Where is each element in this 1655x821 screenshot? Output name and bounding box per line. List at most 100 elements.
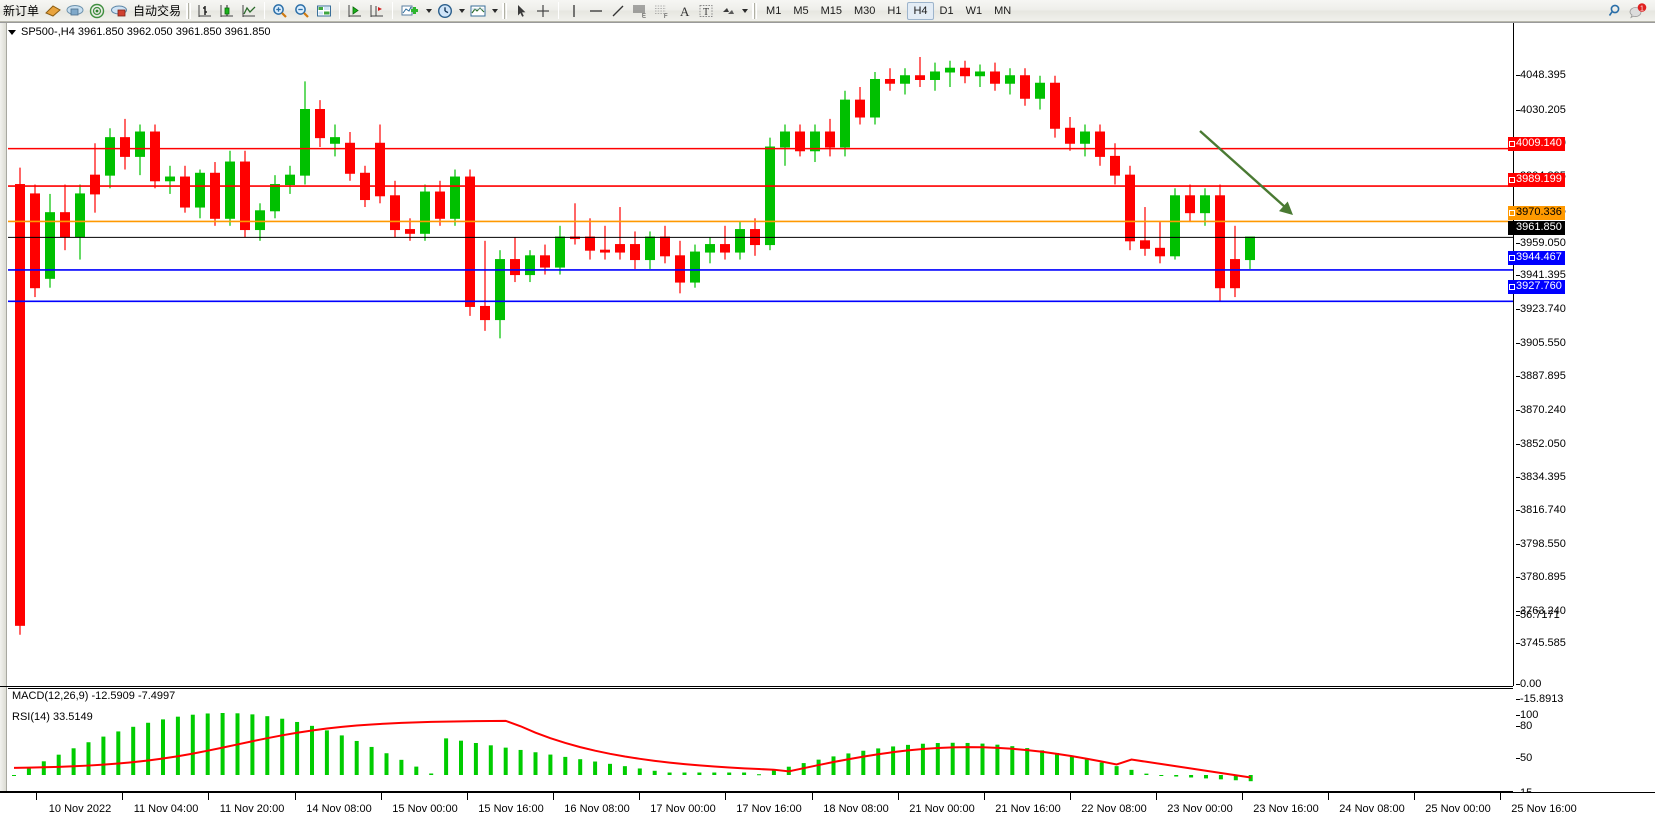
price-level-value: 3970.336: [1516, 206, 1562, 218]
price-tick-label: 3834.395: [1516, 471, 1566, 483]
templates-icon[interactable]: [467, 1, 489, 21]
price-axis[interactable]: 4048.3954030.2054012.5503994.8953976.705…: [1508, 23, 1655, 799]
rsi-tick-label: 50: [1515, 752, 1533, 764]
price-level-tag[interactable]: 3961.850: [1508, 221, 1565, 235]
timeframe-h1[interactable]: H1: [887, 4, 902, 17]
shapes-dropdown-caret[interactable]: [739, 1, 750, 21]
chart-symbol-ohlc: SP500-,H4 3961.850 3962.050 3961.850 396…: [21, 26, 271, 38]
time-axis-label: 17 Nov 00:00: [650, 803, 716, 815]
rsi-label: RSI(14) 33.5149: [12, 711, 93, 723]
timeframe-m1[interactable]: M1: [766, 4, 782, 17]
chart-area[interactable]: SP500-,H4 3961.850 3962.050 3961.850 396…: [0, 22, 1655, 821]
horizontal-line-icon[interactable]: [585, 1, 607, 21]
price-tick-label: 3852.050: [1516, 438, 1566, 450]
shapes-icon[interactable]: [717, 1, 739, 21]
text-label-icon[interactable]: A: [673, 1, 695, 21]
timeframe-h4[interactable]: H4: [907, 1, 934, 20]
channel-icon[interactable]: F: [651, 1, 673, 21]
price-level-tag[interactable]: 4009.140: [1508, 137, 1565, 151]
time-tick: [295, 793, 296, 800]
data-window-icon[interactable]: [313, 1, 335, 21]
auto-scroll-icon[interactable]: [344, 1, 366, 21]
time-axis[interactable]: 10 Nov 2022 11 Nov 04:00 11 Nov 20:00 14 No…: [0, 792, 1655, 821]
candlestick-chart-icon[interactable]: [216, 1, 238, 21]
time-axis-label: 21 Nov 00:00: [909, 803, 975, 815]
notification-icon[interactable]: 1: [1627, 1, 1649, 21]
svg-text:E: E: [642, 13, 646, 19]
time-axis-label: 24 Nov 08:00: [1339, 803, 1405, 815]
timeframe-mn[interactable]: MN: [994, 4, 1012, 17]
price-level-tag[interactable]: 3944.467: [1508, 251, 1565, 265]
time-tick: [1500, 793, 1501, 800]
svg-text:T: T: [703, 7, 709, 18]
new-order-button[interactable]: 新订单: [3, 3, 40, 18]
toolbar-separator: [264, 2, 266, 19]
level-handle-icon[interactable]: [1509, 284, 1515, 290]
macd-tick-label: 56.7171: [1516, 609, 1560, 621]
rsi-tick-label: 100: [1515, 709, 1539, 721]
search-icon[interactable]: [1605, 1, 1627, 21]
toolbar-grip[interactable]: [752, 2, 758, 19]
time-tick: [898, 793, 899, 800]
main-toolbar: 新订单 自动交易: [0, 0, 1655, 22]
templates-dropdown-caret[interactable]: [489, 1, 500, 21]
price-pane[interactable]: [8, 23, 1513, 686]
level-handle-icon[interactable]: [1509, 141, 1515, 147]
time-axis-label: 23 Nov 16:00: [1253, 803, 1319, 815]
trendline-icon[interactable]: [607, 1, 629, 21]
vertical-line-icon[interactable]: [563, 1, 585, 21]
time-axis-label: 10 Nov 2022: [48, 803, 112, 815]
price-level-tag[interactable]: 3927.760: [1508, 280, 1565, 294]
pane-divider-rsi: [0, 791, 1513, 792]
timeframe-m5[interactable]: M5: [793, 4, 809, 17]
cursor-icon[interactable]: [510, 1, 532, 21]
price-level-value: 3989.199: [1516, 173, 1562, 185]
timeframe-w1[interactable]: W1: [965, 4, 983, 17]
time-axis-label: 15 Nov 16:00: [478, 803, 544, 815]
cloud-icon[interactable]: [64, 1, 86, 21]
time-axis-label: 14 Nov 08:00: [306, 803, 372, 815]
macd-label: MACD(12,26,9) -12.5909 -7.4997: [12, 690, 176, 702]
time-axis-label: 16 Nov 08:00: [564, 803, 630, 815]
level-handle-icon[interactable]: [1509, 255, 1515, 261]
price-tick-label: 3745.585: [1516, 637, 1566, 649]
bar-chart-icon[interactable]: [194, 1, 216, 21]
macd-pane[interactable]: [8, 688, 1513, 792]
toolbar-grip[interactable]: [186, 2, 192, 19]
chart-menu-caret-icon[interactable]: [8, 29, 16, 35]
signals-icon[interactable]: [86, 1, 108, 21]
time-axis-label: 15 Nov 00:00: [392, 803, 458, 815]
indicators-icon[interactable]: [397, 1, 423, 21]
time-tick: [553, 793, 554, 800]
indicators-dropdown-caret[interactable]: [423, 1, 434, 21]
new-order-icon[interactable]: [42, 1, 64, 21]
period-dropdown-caret[interactable]: [456, 1, 467, 21]
price-level-tag[interactable]: 3989.199: [1508, 173, 1565, 187]
price-axis-divider: [1513, 23, 1514, 686]
time-tick: [1242, 793, 1243, 800]
zoom-out-icon[interactable]: [291, 1, 313, 21]
toolbar-grip[interactable]: [502, 2, 508, 19]
line-chart-icon[interactable]: [238, 1, 260, 21]
toolbar-separator: [558, 2, 560, 19]
time-tick: [812, 793, 813, 800]
time-axis-label: 17 Nov 16:00: [736, 803, 802, 815]
time-tick: [208, 793, 209, 800]
period-icon[interactable]: [434, 1, 456, 21]
price-level-tag[interactable]: 3970.336: [1508, 206, 1565, 220]
timeframe-m30[interactable]: M30: [854, 4, 876, 17]
chart-left-scroll-edge[interactable]: [0, 23, 7, 792]
timeframe-d1[interactable]: D1: [939, 4, 954, 17]
time-tick: [725, 793, 726, 800]
autotrading-button[interactable]: 自动交易: [133, 3, 182, 18]
text-box-icon[interactable]: T: [695, 1, 717, 21]
crosshair-icon[interactable]: [532, 1, 554, 21]
chart-shift-icon[interactable]: [366, 1, 388, 21]
price-tick-label: 4030.205: [1516, 104, 1566, 116]
fibonacci-icon[interactable]: E: [629, 1, 651, 21]
level-handle-icon[interactable]: [1509, 210, 1515, 216]
level-handle-icon[interactable]: [1509, 177, 1515, 183]
zoom-in-icon[interactable]: [269, 1, 291, 21]
strategy-tester-icon[interactable]: [108, 1, 130, 21]
timeframe-m15[interactable]: M15: [820, 4, 842, 17]
